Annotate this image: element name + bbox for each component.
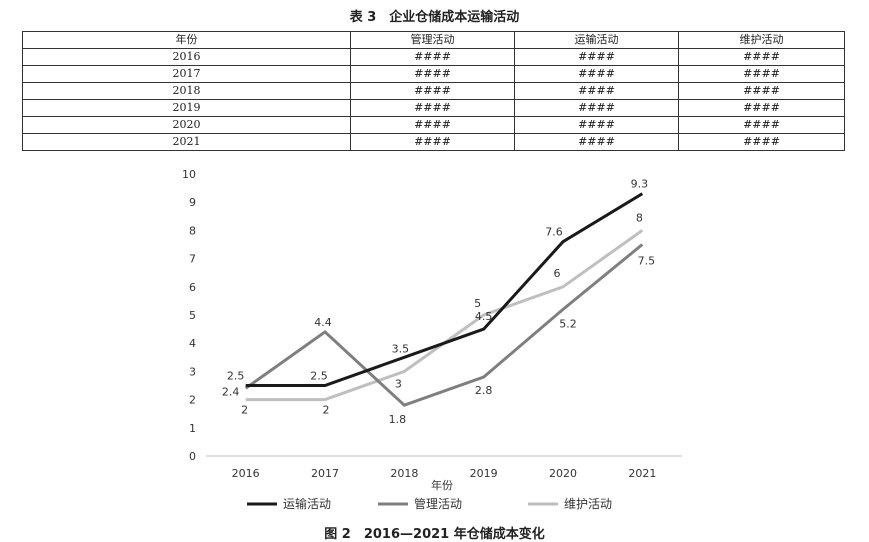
table-header-row: 年份 管理活动 运输活动 维护活动 (22, 31, 845, 49)
data-label: 4.4 (314, 316, 332, 329)
y-tick-label: 6 (189, 281, 196, 294)
cell-maintenance: #### (678, 65, 845, 83)
data-label: 1.8 (389, 413, 407, 426)
series-line-2 (244, 243, 644, 407)
cell-management: #### (350, 99, 515, 117)
y-tick-label: 4 (189, 337, 196, 350)
data-label: 2.5 (227, 370, 245, 383)
data-label: 5 (474, 297, 481, 310)
cell-year: 2019 (22, 99, 351, 117)
data-label: 3 (395, 377, 402, 390)
header-year: 年份 (22, 31, 351, 49)
header-transport: 运输活动 (514, 31, 679, 49)
figure-caption: 图 2 2016—2021 年仓储成本变化 (324, 527, 545, 542)
header-management: 管理活动 (350, 31, 515, 49)
x-tick-label: 2019 (470, 467, 498, 480)
table-row: 2018 #### #### #### (22, 82, 845, 100)
y-tick-label: 2 (189, 394, 196, 407)
cell-transport: #### (514, 99, 679, 117)
data-label: 3.5 (392, 342, 410, 355)
cell-year: 2021 (22, 133, 351, 151)
cell-transport: #### (514, 82, 679, 100)
series-line-1 (245, 192, 644, 387)
y-tick-label: 8 (189, 224, 196, 237)
cell-management: #### (350, 82, 515, 100)
cell-maintenance: #### (678, 99, 845, 117)
table-row: 2016 #### #### #### (22, 48, 845, 66)
cell-transport: #### (514, 65, 679, 83)
data-label: 2 (323, 404, 330, 417)
y-tick-label: 9 (189, 196, 196, 209)
cell-management: #### (350, 48, 515, 66)
y-tick-label: 7 (189, 253, 196, 266)
data-label: 9.3 (631, 178, 649, 191)
data-label: 8 (636, 211, 643, 224)
line-chart: 0 1 2 3 4 5 6 7 8 9 10 2016 2017 2018 2019 2020 2021 年份 2.… (182, 168, 682, 511)
x-tick-label: 2016 (232, 467, 260, 480)
y-tick-label: 1 (189, 422, 196, 435)
header-maintenance: 维护活动 (678, 31, 845, 49)
cell-year: 2020 (22, 116, 351, 134)
x-tick-label: 2017 (311, 467, 339, 480)
data-label: 7.5 (638, 255, 656, 268)
legend-label: 维护活动 (564, 497, 612, 511)
table-row: 2017 #### #### #### (22, 65, 845, 83)
cell-transport: #### (514, 133, 679, 151)
cell-transport: #### (514, 116, 679, 134)
y-tick-label: 0 (189, 450, 196, 463)
cell-management: #### (350, 116, 515, 134)
x-tick-label: 2020 (549, 467, 577, 480)
data-label: 7.6 (545, 226, 563, 239)
cost-table: 年份 管理活动 运输活动 维护活动 2016 #### #### #### 20… (22, 31, 845, 151)
y-tick-label: 5 (189, 309, 196, 322)
data-label: 4.5 (475, 310, 493, 323)
cell-maintenance: #### (678, 116, 845, 134)
cell-year: 2016 (22, 48, 351, 66)
data-label: 6 (554, 267, 561, 280)
cell-year: 2017 (22, 65, 351, 83)
x-tick-label: 2021 (628, 467, 656, 480)
cell-management: #### (350, 133, 515, 151)
y-tick-label: 3 (189, 365, 196, 378)
x-axis-title: 年份 (431, 478, 453, 492)
data-label: 2.8 (475, 384, 493, 397)
series-line-3 (245, 229, 644, 402)
data-label: 2.5 (310, 370, 328, 383)
y-tick-label: 10 (182, 168, 196, 181)
cell-transport: #### (514, 48, 679, 66)
table-title: 表 3 企业仓储成本运输活动 (349, 10, 520, 25)
data-label: 5.2 (559, 317, 577, 330)
cell-maintenance: #### (678, 82, 845, 100)
cell-management: #### (350, 65, 515, 83)
x-tick-label: 2018 (390, 467, 418, 480)
table-row: 2021 #### #### #### (22, 133, 845, 151)
cell-maintenance: #### (678, 48, 845, 66)
table-row: 2019 #### #### #### (22, 99, 845, 117)
data-label: 2.4 (222, 385, 240, 398)
cell-maintenance: #### (678, 133, 845, 151)
legend-label: 管理活动 (414, 496, 462, 511)
table-row: 2020 #### #### #### (22, 116, 845, 134)
cell-year: 2018 (22, 82, 351, 100)
data-label: 2 (241, 404, 248, 417)
legend-label: 运输活动 (283, 496, 331, 511)
